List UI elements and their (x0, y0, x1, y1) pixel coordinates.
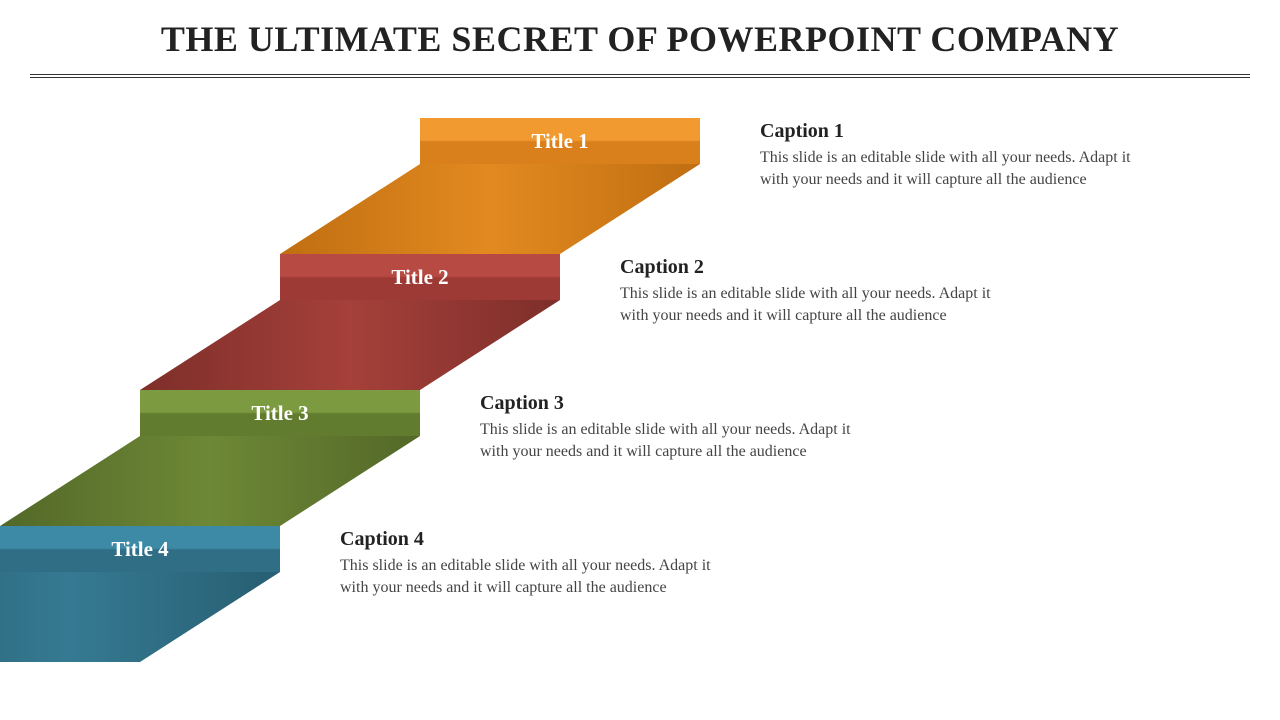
ribbon-step-4: Title 4 (0, 526, 280, 572)
caption-title: Caption 3 (480, 392, 880, 415)
ribbon-label: Title 4 (111, 537, 168, 562)
caption-block-1: Caption 1 This slide is an editable slide… (760, 120, 1160, 190)
connector-3 (0, 436, 420, 526)
caption-block-3: Caption 3 This slide is an editable slide… (480, 392, 880, 462)
connector-2 (140, 300, 560, 390)
caption-text: This slide is an editable slide with all… (760, 147, 1160, 190)
ribbon-label: Title 2 (391, 265, 448, 290)
page-title: THE ULTIMATE SECRET OF POWERPOINT COMPAN… (30, 18, 1250, 60)
ribbon-label: Title 3 (251, 401, 308, 426)
ribbon-step-3: Title 3 (140, 390, 420, 436)
caption-text: This slide is an editable slide with all… (480, 419, 880, 462)
caption-block-4: Caption 4 This slide is an editable slide… (340, 528, 740, 598)
caption-text: This slide is an editable slide with all… (620, 283, 1020, 326)
ribbon-step-2: Title 2 (280, 254, 560, 300)
connector-1 (280, 164, 700, 254)
caption-text: This slide is an editable slide with all… (340, 555, 740, 598)
connector-4 (0, 572, 280, 662)
ribbon-step-1: Title 1 (420, 118, 700, 164)
caption-title: Caption 2 (620, 256, 1020, 279)
slide-header: THE ULTIMATE SECRET OF POWERPOINT COMPAN… (0, 0, 1280, 68)
caption-title: Caption 4 (340, 528, 740, 551)
ribbon-label: Title 1 (531, 129, 588, 154)
caption-title: Caption 1 (760, 120, 1160, 143)
diagram-area: Title 1 Caption 1 This slide is an editabl… (0, 78, 1280, 698)
caption-block-2: Caption 2 This slide is an editable slide… (620, 256, 1020, 326)
